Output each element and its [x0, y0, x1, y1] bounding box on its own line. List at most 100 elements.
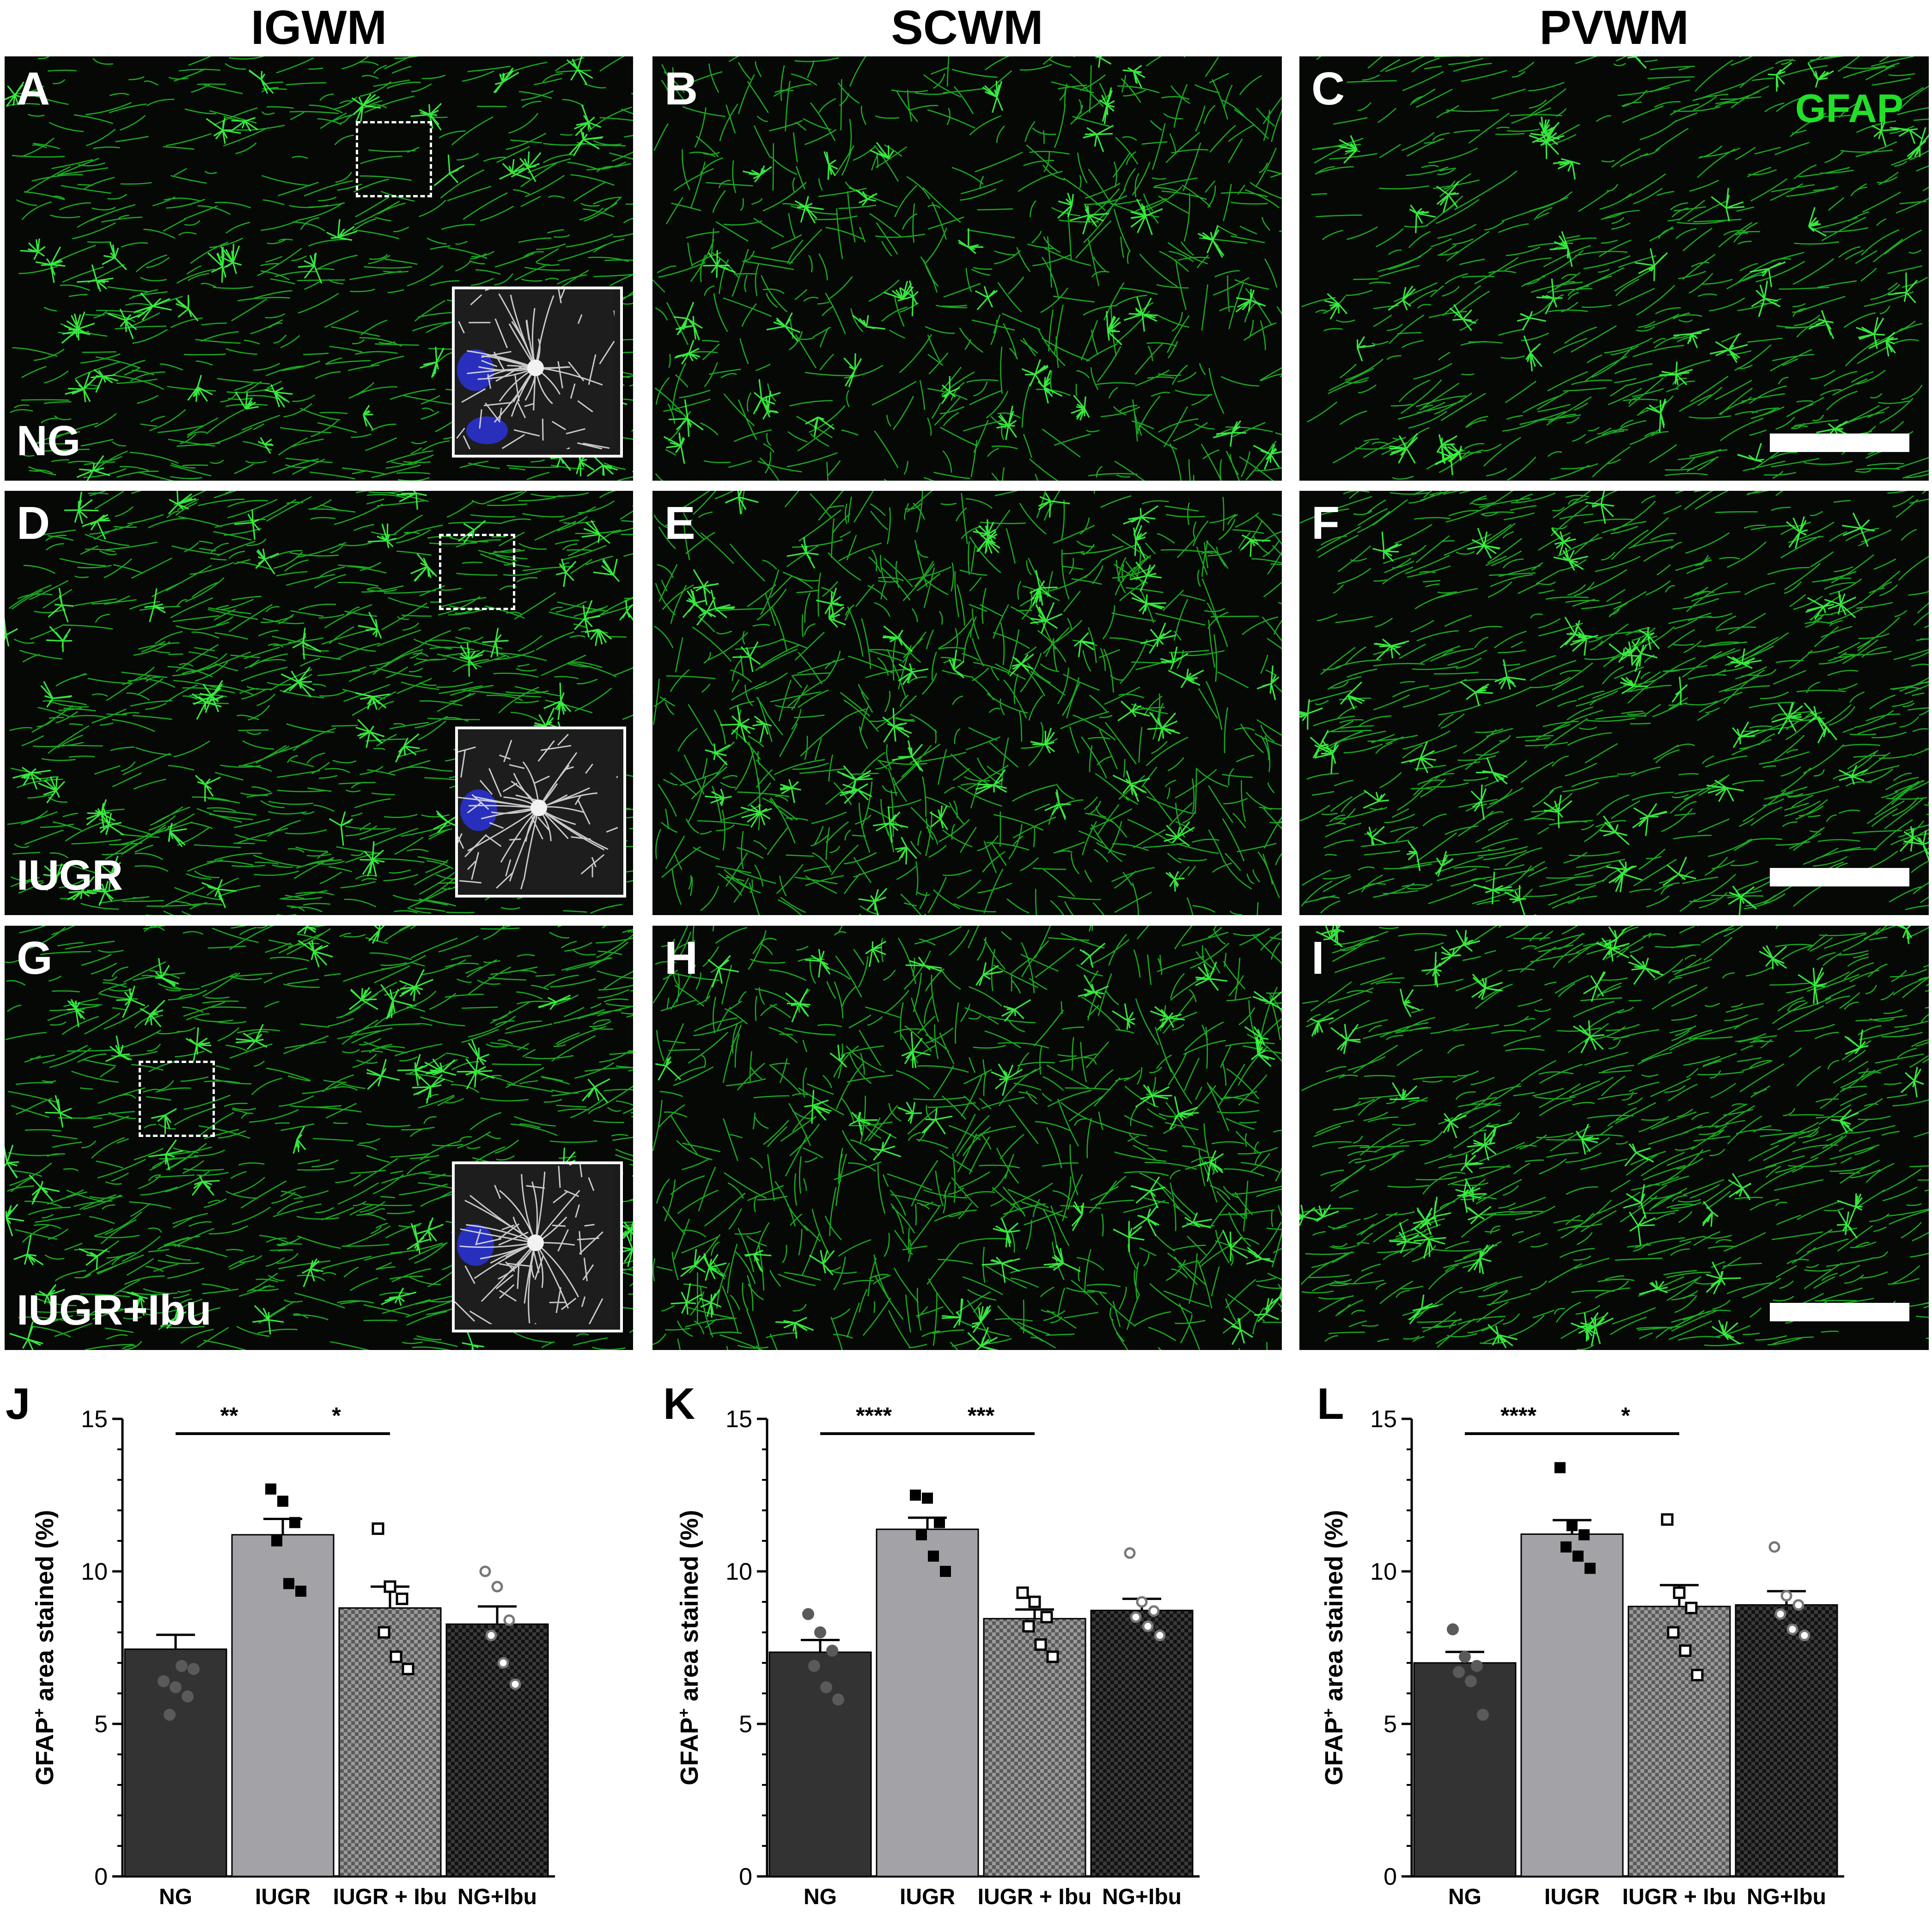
data-point: [170, 1681, 182, 1693]
bar-chart-j: 0 5 10 15 GFAP+ area stained (%) NG IUGR IUGR +…: [0, 1377, 645, 1918]
x-tick-label: NG: [804, 1885, 837, 1909]
y-tick-label: 0: [1383, 1863, 1397, 1890]
gfap-stain-texture: [652, 56, 1282, 481]
column-title-pvwm: PVWM: [1539, 1, 1689, 55]
astrocyte-cell: [455, 289, 615, 449]
panel-letter-l: L: [1317, 1379, 1344, 1429]
panel-letter-e: E: [664, 497, 695, 549]
gfap-stain-texture: [1299, 926, 1929, 1350]
significance-label: ****: [1500, 1403, 1536, 1429]
data-point: [1554, 1462, 1566, 1473]
astrocyte-inset: [452, 1161, 623, 1332]
bar-iugr: [876, 1528, 979, 1877]
data-point: [1016, 1586, 1029, 1599]
x-tick-label: IUGR: [1544, 1885, 1600, 1909]
bar-ng-ibu: [1090, 1609, 1194, 1877]
data-point: [940, 1566, 951, 1577]
micrograph-panel-g: G IUGR+Ibu: [5, 926, 633, 1350]
scale-bar: [1770, 868, 1909, 886]
data-point: [1154, 1630, 1166, 1642]
data-point: [832, 1693, 844, 1706]
data-point: [928, 1551, 939, 1562]
bar-chart-k: 0 5 10 15 GFAP+ area stained (%) NG IUGR IUGR +…: [645, 1377, 1289, 1918]
micrograph-panel-i: I: [1299, 926, 1929, 1350]
x-tick-label: NG+Ibu: [1747, 1885, 1826, 1909]
y-axis-label: GFAP+ area stained (%): [675, 1510, 703, 1785]
y-tick-label: 5: [1383, 1711, 1397, 1738]
data-point: [378, 1626, 390, 1639]
data-point: [814, 1626, 826, 1638]
data-point: [384, 1580, 396, 1593]
data-point: [402, 1662, 414, 1675]
bar-chart-l: 0 5 10 15 GFAP+ area stained (%) NG IUGR IUGR +…: [1289, 1377, 1932, 1918]
data-point: [1667, 1626, 1680, 1639]
gfap-stain-texture: [5, 926, 633, 1350]
data-point: [1028, 1595, 1041, 1608]
data-point: [479, 1565, 491, 1577]
y-tick-label: 10: [1370, 1558, 1397, 1585]
panel-letter-b: B: [664, 63, 698, 115]
x-tick-label: NG: [1448, 1885, 1481, 1909]
data-point: [158, 1675, 170, 1687]
data-point: [910, 1490, 921, 1501]
data-point: [283, 1578, 294, 1589]
significance-label: ****: [856, 1403, 892, 1429]
panel-letter-f: F: [1311, 497, 1340, 549]
data-point: [1679, 1644, 1692, 1657]
bar-ng: [768, 1651, 872, 1877]
data-point: [1459, 1650, 1471, 1663]
data-point: [1130, 1611, 1142, 1623]
y-tick-label: 15: [1370, 1406, 1397, 1433]
column-title-scwm: SCWM: [891, 1, 1043, 55]
x-tick-label: IUGR + Ibu: [1622, 1885, 1737, 1909]
panel-letter-g: G: [17, 932, 53, 984]
bar-iugr: [1520, 1533, 1624, 1877]
roi-box: [356, 121, 432, 197]
data-point: [164, 1709, 176, 1721]
bar-ng-ibu: [445, 1623, 549, 1877]
data-point: [1022, 1620, 1035, 1633]
data-point: [820, 1681, 832, 1693]
nucleus: [466, 416, 508, 444]
significance-label: ***: [968, 1403, 995, 1429]
data-point: [1034, 1638, 1047, 1651]
panel-letter-i: I: [1311, 932, 1324, 984]
bar-ng: [1413, 1662, 1517, 1877]
group-label-iugr-ibu: IUGR+Ibu: [17, 1287, 212, 1334]
x-tick-label: IUGR: [255, 1885, 311, 1909]
y-tick-label: 10: [725, 1558, 752, 1585]
data-point: [1798, 1630, 1810, 1642]
data-point: [1780, 1590, 1792, 1602]
data-point: [916, 1529, 927, 1540]
bar-iugr-ibu: [983, 1618, 1086, 1877]
y-tick-label: 15: [81, 1406, 108, 1433]
data-point: [1661, 1513, 1674, 1526]
data-point: [1792, 1599, 1804, 1611]
y-axis-label: GFAP+ area stained (%): [1320, 1510, 1348, 1785]
data-point: [1477, 1709, 1489, 1721]
data-point: [277, 1496, 288, 1507]
data-point: [1046, 1650, 1059, 1663]
y-tick-label: 10: [81, 1558, 108, 1585]
gfap-stain-texture: [5, 56, 633, 481]
data-point: [182, 1690, 194, 1703]
micrograph-panel-a: A NG: [5, 56, 633, 481]
data-point: [265, 1483, 276, 1495]
data-point: [934, 1517, 945, 1528]
data-point: [1579, 1529, 1590, 1540]
data-point: [491, 1581, 503, 1593]
data-point: [1465, 1675, 1477, 1687]
data-point: [503, 1614, 515, 1626]
panel-letter-k: K: [663, 1379, 695, 1429]
micrograph-panel-h: H: [652, 926, 1282, 1350]
group-label-iugr: IUGR: [17, 852, 123, 899]
y-tick-label: 15: [725, 1406, 752, 1433]
data-point: [1148, 1605, 1160, 1617]
data-point: [1142, 1620, 1154, 1632]
data-point: [1673, 1586, 1686, 1599]
x-tick-label: IUGR: [900, 1885, 955, 1909]
nucleus: [457, 349, 494, 391]
significance-label: **: [220, 1403, 238, 1429]
data-point: [1774, 1608, 1786, 1620]
data-point: [176, 1660, 188, 1672]
